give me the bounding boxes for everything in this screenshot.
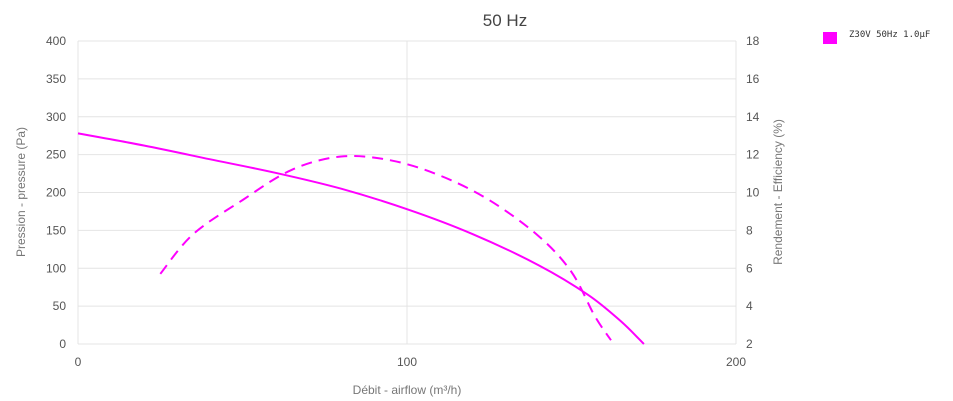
- y-right-tick-label: 2: [746, 337, 753, 351]
- y-right-tick-label: 18: [746, 34, 760, 48]
- y-left-tick-label: 400: [46, 34, 66, 48]
- y-left-tick-label: 300: [46, 110, 66, 124]
- series-lines: [77, 132, 645, 345]
- x-tick-label: 0: [75, 355, 82, 369]
- y-right-tick-label: 8: [746, 223, 753, 237]
- y-right-ticks: 2 4 6 8 10 12 14 16 18: [746, 34, 760, 351]
- x-ticks: 0 100 200: [75, 355, 747, 369]
- y-left-tick-label: 150: [46, 223, 66, 237]
- efficiency-curve: [159, 154, 612, 341]
- y-left-tick-label: 100: [46, 261, 66, 275]
- chart-title: 50 Hz: [483, 11, 527, 30]
- x-tick-label: 100: [397, 355, 417, 369]
- grid-lines: [77, 40, 737, 345]
- y-right-tick-label: 6: [746, 261, 753, 275]
- y-left-tick-label: 250: [46, 148, 66, 162]
- y-left-axis-title: Pression - pressure (Pa): [14, 127, 28, 257]
- y-left-tick-label: 0: [59, 337, 66, 351]
- legend: Z30V 50Hz 1.0µF: [823, 30, 930, 44]
- legend-swatch: [823, 32, 837, 44]
- y-left-tick-label: 350: [46, 72, 66, 86]
- y-right-tick-label: 12: [746, 148, 760, 162]
- y-right-tick-label: 16: [746, 72, 760, 86]
- y-right-tick-label: 4: [746, 299, 753, 313]
- y-left-tick-label: 50: [53, 299, 67, 313]
- y-right-tick-label: 10: [746, 186, 760, 200]
- x-axis-title: Débit - airflow (m³/h): [353, 383, 462, 397]
- y-right-tick-label: 14: [746, 110, 760, 124]
- y-left-tick-label: 200: [46, 186, 66, 200]
- y-left-ticks: 0 50 100 150 200 250 300 350 400: [46, 34, 66, 351]
- y-right-axis-title: Rendement - Efficiency (%): [771, 119, 785, 265]
- pressure-curve: [77, 132, 645, 345]
- legend-label: Z30V 50Hz 1.0µF: [849, 30, 930, 40]
- x-tick-label: 200: [726, 355, 746, 369]
